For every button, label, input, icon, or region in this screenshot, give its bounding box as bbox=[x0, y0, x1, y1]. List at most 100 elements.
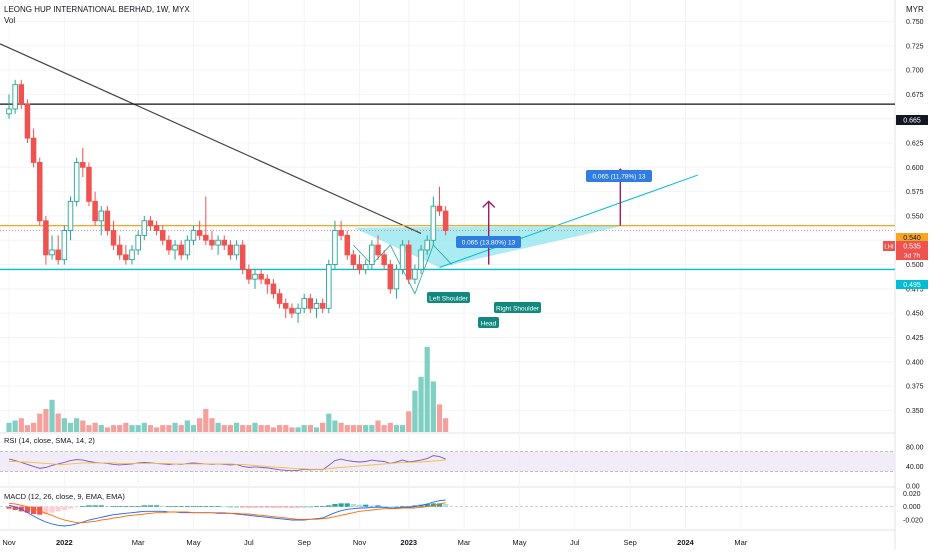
arrow-head bbox=[482, 200, 496, 208]
candle bbox=[436, 186, 443, 216]
volume-bar bbox=[289, 427, 295, 432]
candle bbox=[418, 245, 424, 275]
macd-series-signal bbox=[8, 502, 446, 524]
volume-bars bbox=[6, 346, 449, 432]
candle bbox=[129, 245, 135, 265]
macd-hist-bar bbox=[227, 506, 233, 508]
volume-bar bbox=[147, 425, 154, 432]
macd-hist-bar bbox=[129, 506, 135, 507]
candle-body bbox=[55, 249, 61, 261]
candle-body bbox=[227, 244, 234, 256]
candle-body bbox=[43, 220, 49, 256]
resistance-badge: 0.665 bbox=[896, 115, 928, 125]
macd-tick-label: 0.020 bbox=[903, 491, 921, 498]
volume-bar bbox=[18, 418, 24, 432]
candle bbox=[24, 99, 31, 143]
time-tick-label: Sep bbox=[623, 538, 636, 547]
macd-hist-bar bbox=[363, 504, 369, 507]
volume-label: Vol bbox=[4, 16, 15, 25]
volume-bar bbox=[313, 427, 320, 432]
volume-bar bbox=[37, 413, 43, 432]
candle-body bbox=[172, 244, 178, 251]
candle bbox=[141, 215, 148, 241]
macd-hist-bar bbox=[184, 506, 190, 507]
candle bbox=[86, 162, 92, 207]
volume-bar bbox=[12, 420, 18, 432]
rsi-pane bbox=[0, 451, 895, 472]
volume-bar bbox=[86, 425, 92, 432]
volume-bar bbox=[381, 425, 387, 432]
macd-hist-bar bbox=[141, 505, 147, 507]
candle bbox=[49, 235, 55, 260]
volume-bar bbox=[418, 376, 424, 432]
candle bbox=[6, 94, 12, 119]
macd-hist-bar bbox=[147, 505, 154, 507]
candle bbox=[239, 240, 246, 275]
candle-body bbox=[319, 302, 326, 309]
price-tick-label: 0.425 bbox=[906, 335, 924, 342]
rsi-series-rsi bbox=[8, 455, 446, 472]
macd-hist-bar bbox=[80, 506, 86, 507]
candle bbox=[270, 279, 277, 299]
candle-body bbox=[129, 249, 135, 261]
candle bbox=[67, 196, 74, 241]
candle-body bbox=[110, 230, 117, 246]
candle bbox=[356, 254, 363, 275]
volume-bar bbox=[6, 422, 12, 432]
volume-bar bbox=[117, 425, 123, 432]
candle-body bbox=[436, 205, 443, 212]
candle bbox=[147, 215, 154, 231]
candle bbox=[203, 196, 209, 246]
candle-body bbox=[412, 268, 418, 280]
volume-bar bbox=[166, 425, 172, 432]
price-tick-label: 0.750 bbox=[906, 19, 924, 26]
candle-body bbox=[307, 298, 314, 309]
volume-bar bbox=[141, 422, 147, 432]
macd-hist-bar bbox=[270, 506, 277, 508]
candle bbox=[344, 230, 351, 260]
candle bbox=[73, 157, 80, 207]
candle-body bbox=[424, 239, 430, 251]
candle-body bbox=[209, 239, 215, 246]
price-tick-label: 0.375 bbox=[906, 384, 924, 391]
candle-body bbox=[350, 254, 357, 266]
time-tick-label: Nov bbox=[2, 538, 16, 547]
volume-bar bbox=[295, 427, 301, 432]
rsi-title: RSI (14, close, SMA, 14, 2) bbox=[4, 436, 95, 445]
candle-body bbox=[283, 302, 289, 309]
measure-badge-2: 0.065 (11.78%) 13 bbox=[586, 170, 652, 182]
price-tick-label: 0.550 bbox=[906, 213, 924, 220]
macd-hist-bar bbox=[117, 506, 123, 507]
volume-bar bbox=[252, 422, 258, 432]
candle-body bbox=[196, 230, 203, 236]
candle-body bbox=[252, 273, 258, 280]
macd-hist-bar bbox=[400, 506, 406, 507]
time-tick-label: 2024 bbox=[677, 538, 695, 547]
svg-text:Right Shoulder: Right Shoulder bbox=[496, 306, 540, 313]
candle bbox=[104, 206, 111, 236]
macd-hist-bar bbox=[277, 506, 283, 508]
candle-body bbox=[369, 244, 375, 266]
volume-bar bbox=[356, 425, 363, 432]
candle bbox=[424, 235, 430, 255]
macd-hist-bar bbox=[258, 506, 264, 508]
volume-bar bbox=[387, 422, 393, 432]
macd-hist-bar bbox=[375, 505, 381, 507]
candle-body bbox=[178, 244, 184, 256]
candle-body bbox=[430, 205, 437, 241]
macd-hist-bar bbox=[6, 506, 12, 509]
candle-body bbox=[92, 200, 98, 222]
candle-body bbox=[276, 293, 283, 304]
candle bbox=[30, 128, 37, 168]
candle bbox=[159, 225, 166, 246]
candles bbox=[6, 79, 449, 323]
svg-text:0.065 (13.80%) 13: 0.065 (13.80%) 13 bbox=[462, 240, 516, 247]
neckline-badge: 0.540 bbox=[896, 233, 928, 242]
volume-bar bbox=[61, 418, 67, 432]
right-shoulder-label: Right Shoulder bbox=[494, 302, 541, 313]
volume-bar bbox=[240, 425, 246, 432]
volume-bar bbox=[123, 422, 129, 432]
candle bbox=[442, 206, 449, 236]
rsi-tick-label: 80.00 bbox=[906, 444, 924, 451]
svg-text:LHI: LHI bbox=[884, 245, 894, 251]
